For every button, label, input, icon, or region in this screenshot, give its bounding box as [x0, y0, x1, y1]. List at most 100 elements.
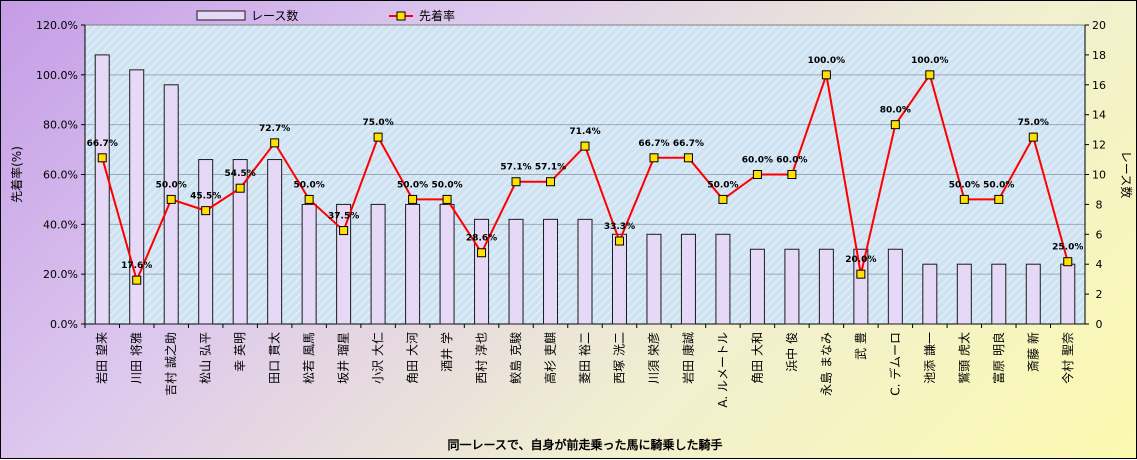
category-label: 吉村 誠之助 [164, 332, 178, 396]
legend-bar-label: レース数 [251, 8, 298, 23]
right-tick-label: 6 [1096, 228, 1103, 241]
bar-race-count [956, 263, 972, 325]
right-tick-label: 10 [1092, 169, 1106, 182]
bar-race-count [198, 159, 214, 325]
bar-race-count [163, 84, 179, 325]
data-label: 45.5% [190, 192, 221, 202]
bar-race-count [267, 159, 283, 325]
line-marker [477, 248, 487, 258]
bar-race-count [232, 159, 248, 325]
data-label: 57.1% [500, 163, 531, 173]
line-marker [408, 194, 418, 204]
data-label: 33.3% [604, 222, 635, 232]
category-label: A. ルメートル [716, 332, 730, 408]
data-label: 60.0% [742, 156, 773, 166]
line-marker [1028, 132, 1038, 142]
line-marker [511, 177, 521, 187]
line-marker [856, 269, 866, 279]
category-label: 川田 将雅 [129, 332, 144, 384]
data-label: 66.7% [638, 139, 669, 149]
line-marker [752, 170, 762, 179]
bar-race-count [715, 233, 731, 325]
left-tick-label: 60.0% [43, 169, 78, 182]
line-marker [166, 194, 176, 204]
category-label: 西村 淳也 [474, 332, 489, 384]
line-marker [890, 120, 900, 130]
left-tick-label: 20.0% [43, 268, 78, 281]
category-label: 幸 英明 [233, 332, 247, 372]
bar-race-count [336, 203, 352, 325]
category-label: 永島 まなみ [818, 332, 833, 396]
bar-race-count [301, 203, 317, 325]
line-marker [683, 153, 693, 163]
right-tick-label: 14 [1092, 109, 1106, 122]
bar-race-count [784, 248, 800, 325]
y-axis-left-title: 先着率(%) [9, 146, 24, 203]
data-label: 20.0% [845, 255, 876, 265]
category-label: 武 豊 [854, 332, 868, 360]
bar-race-count [611, 233, 627, 325]
bar-race-count [370, 203, 386, 325]
line-marker [546, 177, 556, 187]
legend-line-label: 先着率 [419, 8, 455, 23]
data-label: 50.0% [397, 180, 428, 190]
data-label: 50.0% [431, 180, 462, 190]
line-marker [614, 236, 624, 246]
category-label: 高杉 吏麒 [543, 332, 558, 384]
data-label: 54.5% [225, 169, 256, 179]
category-label: 岩田 望来 [94, 332, 109, 384]
legend-line-marker [396, 11, 406, 21]
data-label: 50.0% [156, 180, 187, 190]
bar-race-count [577, 218, 593, 325]
line-marker [787, 170, 797, 179]
category-label: 角田 大河 [406, 332, 420, 384]
category-label: 富原 明良 [991, 332, 1006, 384]
category-label: C. デムーロ [887, 332, 902, 396]
right-tick-label: 2 [1096, 288, 1103, 301]
line-marker [442, 194, 452, 204]
data-label: 75.0% [1018, 118, 1049, 128]
bar-race-count [543, 218, 559, 325]
data-label: 100.0% [911, 56, 949, 66]
category-label: 岩田 康誠 [680, 332, 695, 384]
data-label: 37.5% [328, 212, 359, 222]
right-tick-label: 4 [1096, 258, 1103, 271]
line-marker [270, 138, 280, 148]
line-marker [201, 206, 211, 216]
category-label: 坂井 瑠星 [337, 332, 351, 384]
bar-race-count [129, 69, 145, 325]
data-label: 50.0% [294, 180, 325, 190]
data-label: 60.0% [776, 156, 807, 166]
bar-race-count [94, 54, 110, 325]
data-label: 100.0% [808, 56, 846, 66]
category-label: 田口 貫太 [267, 332, 282, 384]
bar-race-count [887, 248, 903, 325]
category-label: 小沢 大仁 [371, 332, 385, 384]
bar-race-count [1025, 263, 1041, 325]
bar-race-count [508, 218, 524, 325]
line-marker [925, 70, 935, 80]
category-label: 鷲頭 虎太 [956, 332, 971, 384]
data-label: 57.1% [535, 163, 566, 173]
right-tick-label: 12 [1092, 139, 1106, 152]
category-label: 松若 風馬 [302, 332, 316, 384]
bar-race-count [853, 248, 869, 325]
line-marker [373, 132, 383, 142]
line-marker [580, 141, 590, 151]
bar-race-count [439, 203, 455, 325]
left-tick-label: 100.0% [36, 69, 78, 82]
data-label: 71.4% [569, 127, 600, 137]
data-label: 50.0% [949, 180, 980, 190]
bar-race-count [991, 263, 1007, 325]
data-label: 66.7% [87, 139, 118, 149]
category-label: 西塚 洸二 [612, 332, 626, 384]
data-label: 72.7% [259, 124, 290, 134]
data-label: 25.0% [1052, 243, 1083, 253]
bar-race-count [922, 263, 938, 325]
y-axis-right-title: レース数 [1119, 151, 1134, 198]
left-tick-label: 120.0% [36, 19, 78, 32]
category-label: 斎藤 新 [1025, 332, 1040, 372]
category-label: 池添 謙一 [923, 332, 937, 384]
